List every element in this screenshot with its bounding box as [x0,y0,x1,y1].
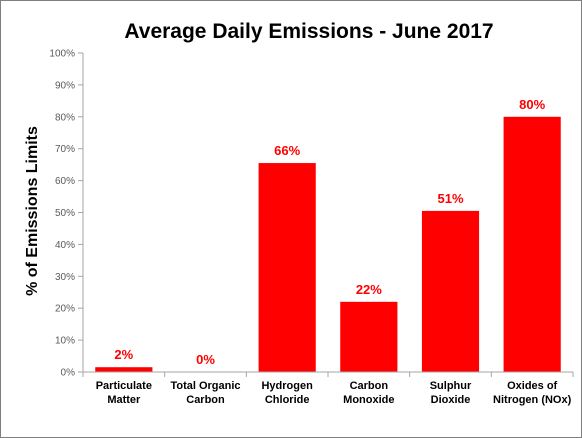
bar [258,163,316,372]
chart-title: Average Daily Emissions - June 2017 [124,20,493,43]
bar [503,116,561,372]
bar [95,367,153,372]
x-tick-label: Sulphur Dioxide [430,380,472,406]
bar [421,210,480,372]
y-tick-label: 40% [55,240,75,251]
y-tick-label: 10% [55,336,75,347]
y-tick-label: 20% [55,304,75,315]
y-tick-label: 90% [55,80,75,91]
data-label: 2% [114,347,133,362]
bar [340,301,398,372]
y-tick-label: 0% [61,368,76,379]
x-tick-label: Oxides of Nitrogen (NOx) [493,380,572,406]
x-tick-label: Carbon Monoxide [343,380,394,406]
y-tick-label: 50% [55,208,75,219]
y-tick-label: 60% [55,176,75,187]
y-axis-label: % of Emissions Limits [24,126,41,296]
data-label: 22% [356,282,382,297]
x-tick-label: Hydrogen Chloride [261,380,313,406]
data-label: 0% [196,352,215,367]
y-axis: 0% 10% 20% 30% 40% 50% 60% 70% 80% 90% 100% [49,49,84,379]
bars [95,116,561,372]
x-tick-label: Total Organic Carbon [170,380,240,406]
y-tick-label: 30% [55,272,75,283]
y-tick-label: 70% [55,144,75,155]
data-label: 66% [274,143,300,158]
data-label: 51% [437,191,463,206]
x-axis: Particulate Matter Total Organic Carbon Hydr… [82,371,574,406]
y-tick-label: 80% [55,112,75,123]
y-tick-label: 100% [49,49,75,60]
x-tick-label: Particulate Matter [96,380,152,406]
data-labels: 2% 0% 66% 22% 51% 80% [114,97,545,367]
data-label: 80% [519,97,545,112]
